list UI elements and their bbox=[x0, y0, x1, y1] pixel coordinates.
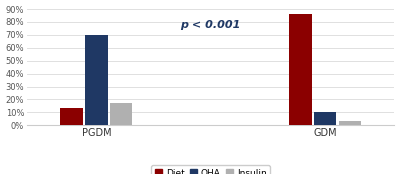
Bar bbox=[289, 14, 312, 125]
Bar bbox=[85, 35, 108, 125]
Text: p < 0.001: p < 0.001 bbox=[180, 20, 241, 30]
Legend: Diet, OHA, Insulin: Diet, OHA, Insulin bbox=[151, 165, 270, 174]
Bar bbox=[314, 112, 336, 125]
Bar bbox=[60, 109, 83, 125]
Bar bbox=[338, 121, 361, 125]
Bar bbox=[110, 103, 132, 125]
